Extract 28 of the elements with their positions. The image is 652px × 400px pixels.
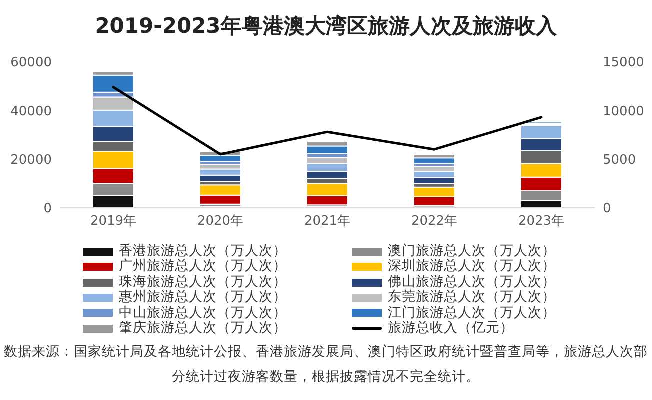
y-tick-label: 60000 [10,56,52,71]
legend-label: 江门旅游总人次（万人次） [388,304,556,321]
y2-tick-label: 5000 [603,152,636,168]
legend-label: 香港旅游总人次（万人次） [119,243,287,259]
y-tick-label: 0 [44,202,52,217]
line-series [112,86,543,156]
x-tick-label: 2020年 [197,214,244,230]
legend-label: 东莞旅游总人次（万人次） [388,289,556,306]
legend-label: 广州旅游总人次（万人次） [119,258,287,275]
x-tick-label: 2021年 [304,214,351,230]
legend-label: 惠州旅游总人次（万人次） [119,289,287,306]
y-tick-label: 40000 [10,104,52,120]
x-tick-label: 2022年 [411,214,458,230]
legend-label: 深圳旅游总人次（万人次） [388,258,556,274]
x-tick-label: 2019年 [90,214,137,230]
x-tick-label: 2023年 [518,214,565,230]
legend-label: 珠海旅游总人次（万人次） [119,274,287,290]
legend-label: 澳门旅游总人次（万人次） [388,243,556,259]
legend-label: 中山旅游总人次（万人次） [119,304,287,321]
y2-tick-label: 0 [603,202,612,217]
legend-label: 肇庆旅游总人次（万人次） [119,320,287,336]
y2-tick-label: 15000 [603,56,644,71]
legend-label: 旅游总收入（亿元） [388,320,514,336]
y2-tick-label: 10000 [603,104,644,120]
legend-label: 佛山旅游总人次（万人次） [388,274,556,290]
y-tick-label: 20000 [10,152,52,168]
source-note: 数据来源：国家统计局及各地统计公报、香港旅游发展局、澳门特区政府统计暨普查局等，旅游总人次部分统计过夜游客数量，根据披露情况不完全统计。 [4,343,648,387]
chart-title: 2019-2023年粤港澳大湾区旅游人次及旅游收入 [94,13,558,40]
